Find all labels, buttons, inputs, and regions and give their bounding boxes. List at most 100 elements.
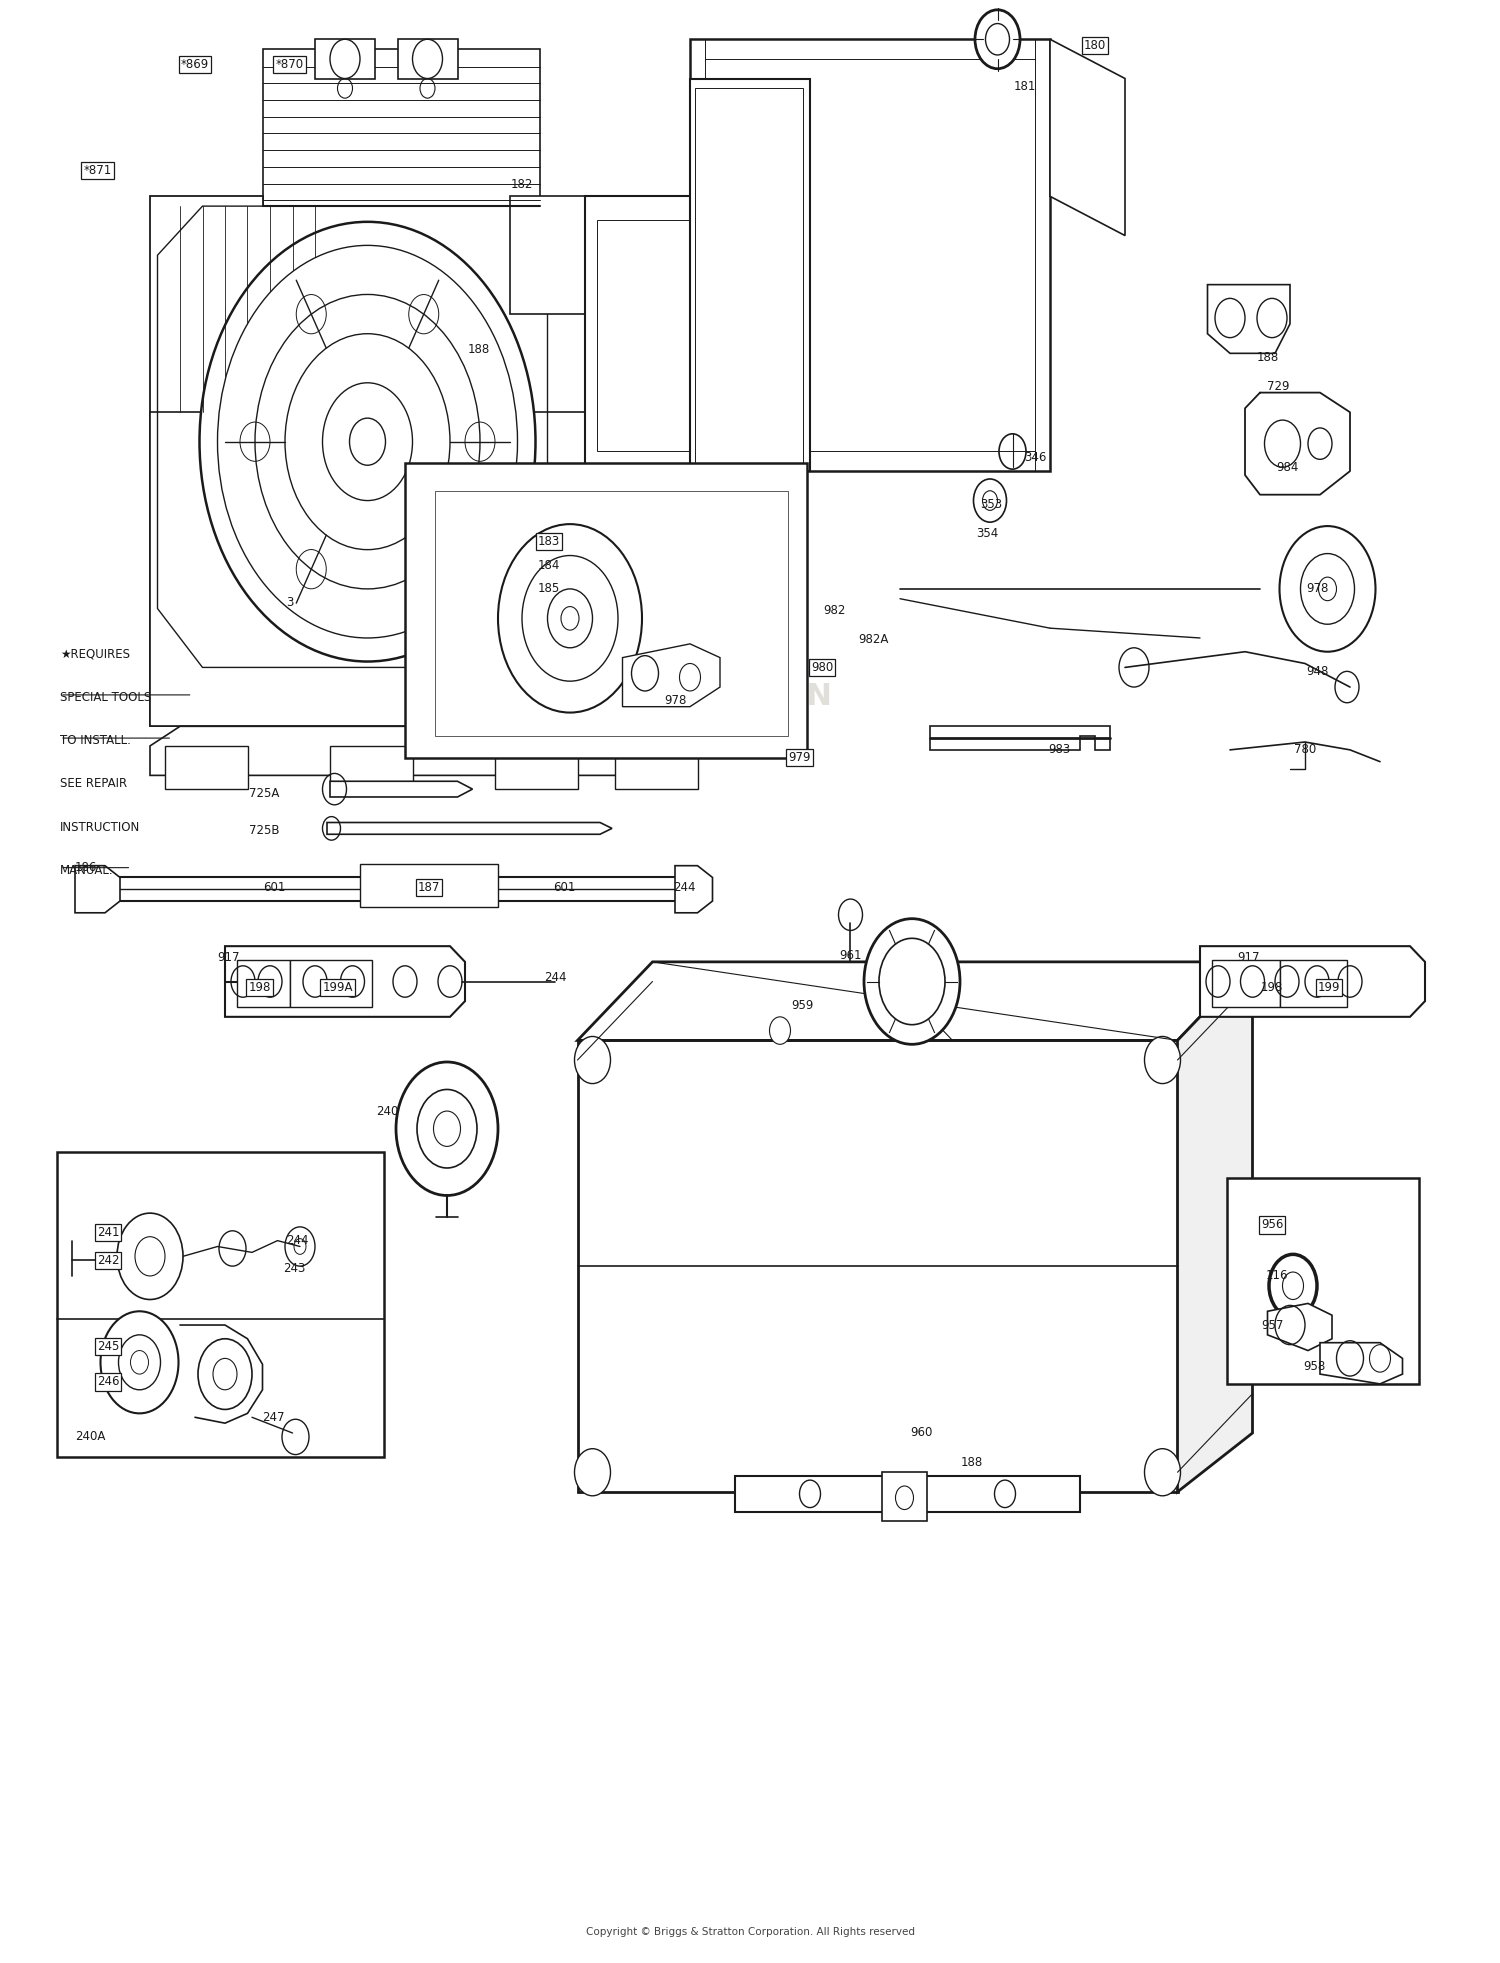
Bar bbox=[518, 534, 578, 559]
Bar bbox=[1212, 960, 1280, 1007]
Text: 725A: 725A bbox=[249, 787, 279, 799]
Polygon shape bbox=[578, 962, 1252, 1040]
Polygon shape bbox=[1268, 1303, 1332, 1351]
Text: 184: 184 bbox=[538, 559, 560, 571]
Bar bbox=[360, 864, 498, 907]
Text: 725B: 725B bbox=[249, 824, 279, 836]
Polygon shape bbox=[1050, 39, 1125, 236]
Text: MANUAL.: MANUAL. bbox=[60, 864, 114, 877]
Text: 980: 980 bbox=[812, 662, 832, 673]
Text: 187: 187 bbox=[419, 881, 440, 893]
Circle shape bbox=[117, 1213, 183, 1300]
Polygon shape bbox=[112, 1331, 165, 1394]
Circle shape bbox=[864, 919, 960, 1044]
Text: 188: 188 bbox=[468, 344, 489, 355]
Bar bbox=[1280, 960, 1347, 1007]
Bar bbox=[597, 220, 705, 451]
Text: 354: 354 bbox=[976, 528, 998, 540]
Circle shape bbox=[200, 222, 536, 662]
Polygon shape bbox=[75, 866, 120, 913]
Text: 960: 960 bbox=[910, 1427, 932, 1439]
Text: 958: 958 bbox=[1304, 1360, 1324, 1372]
Polygon shape bbox=[225, 946, 465, 1017]
Bar bbox=[518, 556, 578, 575]
Text: 240: 240 bbox=[376, 1105, 398, 1117]
Circle shape bbox=[198, 1339, 252, 1409]
Polygon shape bbox=[1178, 962, 1252, 1492]
Bar bbox=[330, 746, 412, 789]
Text: 246: 246 bbox=[96, 1376, 118, 1388]
Circle shape bbox=[920, 1007, 940, 1035]
Text: 183: 183 bbox=[538, 536, 560, 548]
Bar bbox=[315, 39, 375, 79]
Text: 199A: 199A bbox=[322, 982, 352, 993]
Text: 917: 917 bbox=[1236, 952, 1260, 964]
Text: 346: 346 bbox=[1024, 451, 1045, 463]
Polygon shape bbox=[690, 79, 810, 471]
Circle shape bbox=[1144, 1036, 1180, 1084]
Text: *869: *869 bbox=[182, 59, 209, 71]
Polygon shape bbox=[327, 822, 612, 834]
Polygon shape bbox=[262, 49, 540, 206]
Polygon shape bbox=[150, 196, 630, 726]
Text: 983: 983 bbox=[1048, 744, 1070, 756]
Polygon shape bbox=[330, 781, 472, 797]
Text: 729: 729 bbox=[1266, 381, 1288, 393]
Text: 188: 188 bbox=[962, 1457, 982, 1468]
Polygon shape bbox=[705, 982, 1020, 1056]
Text: 240A: 240A bbox=[75, 1431, 105, 1443]
Text: 957: 957 bbox=[1262, 1319, 1282, 1331]
Text: ★REQUIRES: ★REQUIRES bbox=[60, 648, 130, 662]
Text: 979: 979 bbox=[789, 752, 810, 764]
Bar bbox=[1227, 1178, 1419, 1384]
Polygon shape bbox=[510, 196, 645, 314]
Circle shape bbox=[217, 245, 518, 638]
Polygon shape bbox=[540, 471, 720, 616]
Text: 188: 188 bbox=[1257, 351, 1278, 363]
Text: 181: 181 bbox=[1014, 80, 1035, 92]
Text: 116: 116 bbox=[1264, 1270, 1287, 1282]
Bar bbox=[882, 1472, 927, 1521]
Bar bbox=[165, 746, 248, 789]
Text: SPECIAL TOOLS: SPECIAL TOOLS bbox=[60, 691, 152, 705]
Text: *870: *870 bbox=[276, 59, 303, 71]
Bar bbox=[495, 746, 578, 789]
Text: SEE REPAIR: SEE REPAIR bbox=[60, 777, 128, 791]
Text: 780: 780 bbox=[1294, 744, 1316, 756]
Polygon shape bbox=[690, 39, 1050, 471]
Text: 182: 182 bbox=[512, 179, 532, 190]
Polygon shape bbox=[150, 412, 630, 726]
Bar bbox=[398, 39, 458, 79]
Circle shape bbox=[994, 1480, 1016, 1508]
Polygon shape bbox=[930, 726, 1110, 750]
Polygon shape bbox=[735, 1476, 1080, 1512]
Polygon shape bbox=[93, 877, 690, 901]
Text: 198: 198 bbox=[249, 982, 270, 993]
Bar bbox=[615, 746, 698, 789]
Text: 185: 185 bbox=[538, 583, 560, 595]
Bar bbox=[290, 960, 372, 1007]
Text: BRIGGS & STRATTON: BRIGGS & STRATTON bbox=[472, 683, 832, 711]
Text: 601: 601 bbox=[264, 881, 285, 893]
Text: 948: 948 bbox=[1306, 665, 1328, 677]
Polygon shape bbox=[622, 644, 720, 707]
Circle shape bbox=[770, 1017, 790, 1044]
Text: 247: 247 bbox=[261, 1411, 285, 1423]
Bar bbox=[694, 88, 802, 465]
Text: 242: 242 bbox=[96, 1254, 118, 1266]
Text: 199: 199 bbox=[1317, 982, 1341, 993]
Bar bbox=[57, 1152, 384, 1457]
Polygon shape bbox=[585, 196, 720, 471]
Circle shape bbox=[800, 1480, 820, 1508]
Circle shape bbox=[413, 39, 442, 79]
Text: 244: 244 bbox=[285, 1235, 309, 1247]
Text: Copyright © Briggs & Stratton Corporation. All Rights reserved: Copyright © Briggs & Stratton Corporatio… bbox=[585, 1926, 915, 1937]
Text: 959: 959 bbox=[792, 999, 813, 1011]
Circle shape bbox=[498, 524, 642, 713]
Text: 982A: 982A bbox=[858, 634, 888, 646]
Circle shape bbox=[1269, 1254, 1317, 1317]
Circle shape bbox=[574, 1036, 610, 1084]
Text: 243: 243 bbox=[284, 1262, 304, 1274]
Text: 198: 198 bbox=[1262, 982, 1282, 993]
Text: 244: 244 bbox=[672, 881, 694, 893]
